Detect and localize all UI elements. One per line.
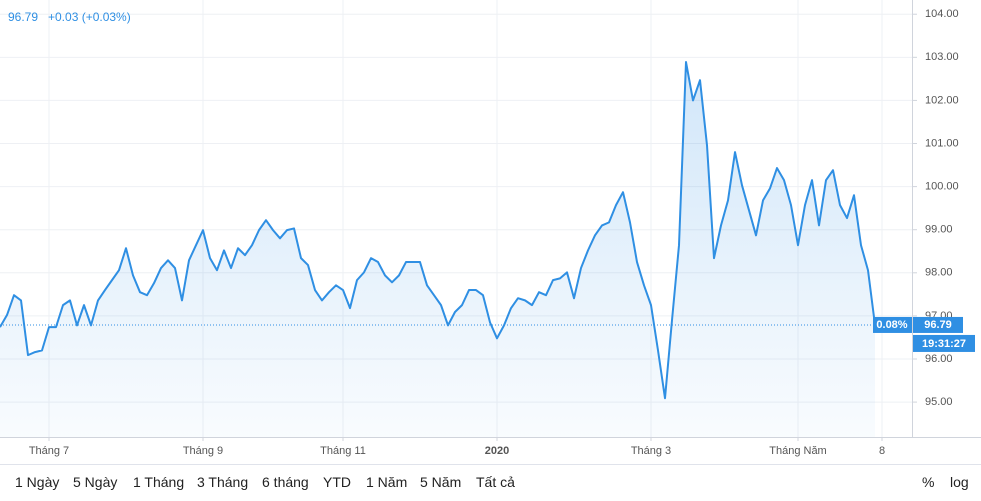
x-tick-label: 8 bbox=[879, 445, 885, 457]
x-tick-label: Tháng 9 bbox=[183, 445, 223, 457]
area-fill bbox=[0, 62, 875, 437]
y-tick-label: 95.00 bbox=[925, 396, 953, 408]
badge bbox=[913, 316, 963, 333]
scale-button[interactable]: % bbox=[922, 474, 935, 490]
range-button[interactable]: 5 Năm bbox=[420, 474, 462, 490]
y-tick-label: 99.00 bbox=[925, 224, 953, 236]
y-tick-label: 103.00 bbox=[925, 51, 959, 63]
y-tick-label: 102.00 bbox=[925, 94, 959, 106]
header-price: 96.79 bbox=[8, 10, 38, 24]
last-change-badge: 0.08% bbox=[876, 319, 907, 331]
range-button[interactable]: 5 Ngày bbox=[73, 474, 118, 490]
range-button[interactable]: 6 tháng bbox=[262, 474, 309, 490]
chart: 96.79 +0.03 (+0.03%) 95.0096.0097.0098.0… bbox=[0, 0, 981, 457]
range-button[interactable]: 3 Tháng bbox=[197, 474, 249, 490]
axis-border bbox=[912, 0, 913, 437]
header-change: +0.03 (+0.03%) bbox=[48, 10, 131, 24]
x-tick-label: Tháng 11 bbox=[320, 445, 366, 457]
y-tick-label: 100.00 bbox=[925, 181, 959, 193]
price-line bbox=[0, 61, 876, 400]
range-button[interactable]: YTD bbox=[323, 474, 351, 490]
x-tick-label: Tháng Năm bbox=[769, 445, 826, 457]
badge bbox=[873, 316, 912, 333]
scale-button[interactable]: log bbox=[950, 474, 969, 490]
last-time-badge: 19:31:27 bbox=[922, 338, 966, 350]
x-tick-label: Tháng 3 bbox=[631, 445, 671, 457]
range-button[interactable]: Tất cả bbox=[476, 474, 515, 490]
range-button[interactable]: 1 Tháng bbox=[133, 474, 185, 490]
x-tick-label: 2020 bbox=[485, 445, 509, 457]
axis-border bbox=[0, 437, 981, 438]
y-tick-label: 98.00 bbox=[925, 267, 953, 279]
range-button[interactable]: 1 Ngày bbox=[15, 474, 60, 490]
x-tick-label: Tháng 7 bbox=[29, 445, 69, 457]
last-price-badge: 96.79 bbox=[924, 319, 952, 331]
toolbar-divider bbox=[0, 464, 981, 465]
y-tick-label: 101.00 bbox=[925, 137, 959, 149]
range-button[interactable]: 1 Năm bbox=[366, 474, 408, 490]
y-tick-label: 104.00 bbox=[925, 8, 959, 20]
y-tick-label: 96.00 bbox=[925, 353, 953, 365]
badge bbox=[913, 334, 975, 352]
